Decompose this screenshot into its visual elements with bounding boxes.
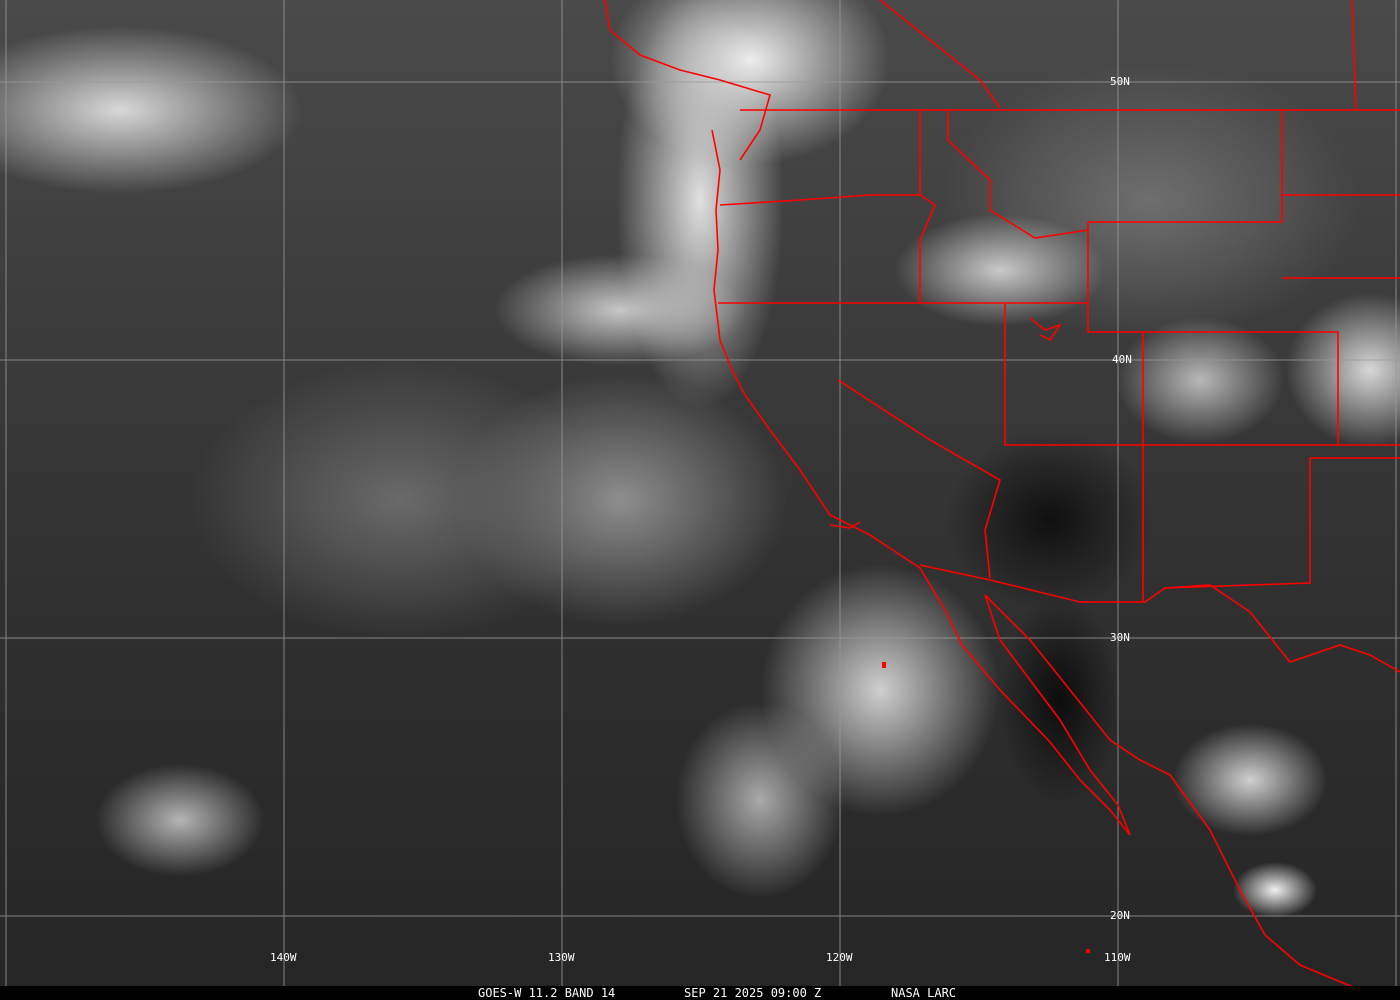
latitude-label: 20N: [1110, 909, 1130, 922]
longitude-label: 130W: [548, 951, 575, 964]
latitude-label: 30N: [1110, 631, 1130, 644]
mexico-mainland-coast: [984, 594, 1353, 986]
baja-islands: [829, 521, 861, 529]
latitude-label: 40N: [1112, 353, 1132, 366]
west-coastline: [711, 129, 1131, 836]
bc-coast: [604, 0, 771, 161]
latitude-label: 50N: [1110, 75, 1130, 88]
wa-or-border: [719, 194, 920, 206]
source-label: NASA LARC: [891, 986, 957, 1000]
ca-nv-border: [837, 379, 1001, 579]
image-caption-bar: GOES-W 11.2 BAND 14 SEP 21 2025 09:00 Z …: [0, 986, 1400, 1000]
longitude-label: 140W: [270, 951, 297, 964]
longitude-label: 110W: [1104, 951, 1131, 964]
datetime-label: SEP 21 2025 09:00 Z: [684, 986, 822, 1000]
satellite-band-label: GOES-W 11.2 BAND 14: [478, 986, 616, 1000]
us-mexico-border: [919, 564, 1400, 673]
longitude-label: 120W: [826, 951, 853, 964]
canada-province-border: [879, 0, 1001, 109]
